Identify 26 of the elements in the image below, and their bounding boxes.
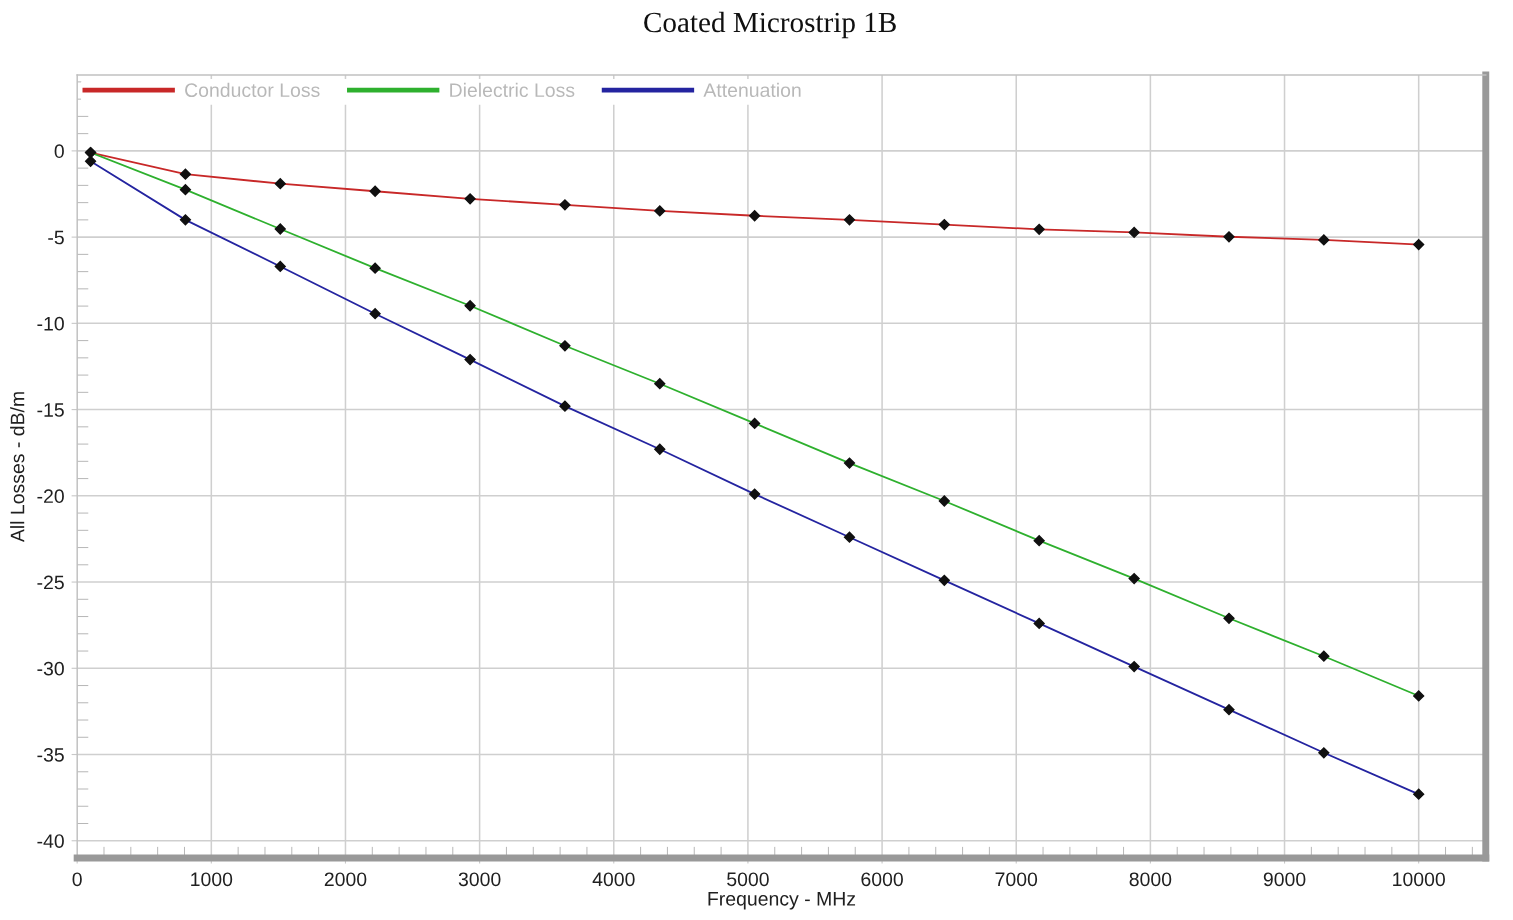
y-tick-label: -25 [37, 575, 64, 590]
y-tick-label: -15 [37, 403, 64, 417]
x-axis-title: Frequency - MHz [708, 892, 856, 910]
y-tick-label: -20 [37, 489, 64, 504]
legend-label: Attenuation [703, 82, 801, 98]
y-tick-label: -30 [37, 661, 64, 676]
chart-title: Coated Microstrip 1B [644, 11, 896, 39]
x-tick-label: 4000 [592, 872, 635, 887]
x-tick-label: 0 [72, 872, 82, 887]
x-tick-label: 10000 [1393, 872, 1445, 887]
x-tick-label: 5000 [727, 872, 769, 887]
x-tick-label: 3000 [458, 872, 501, 887]
x-tick-label: 6000 [861, 872, 903, 887]
x-tick-label: 1000 [191, 872, 233, 887]
y-tick-label: -40 [37, 834, 64, 848]
x-tick-label: 7000 [995, 872, 1038, 887]
y-tick-label: -5 [48, 230, 64, 245]
y-tick-label: 0 [54, 144, 64, 159]
x-tick-label: 9000 [1263, 872, 1306, 887]
y-axis-title: All Losses - dB/m [10, 392, 25, 543]
x-tick-label: 8000 [1129, 872, 1172, 887]
legend-label: Dielectric Loss [450, 82, 575, 98]
y-tick-label: -10 [37, 316, 64, 331]
legend-label: Conductor Loss [185, 82, 320, 98]
y-tick-label: -35 [37, 747, 64, 762]
x-tick-label: 2000 [324, 872, 367, 887]
